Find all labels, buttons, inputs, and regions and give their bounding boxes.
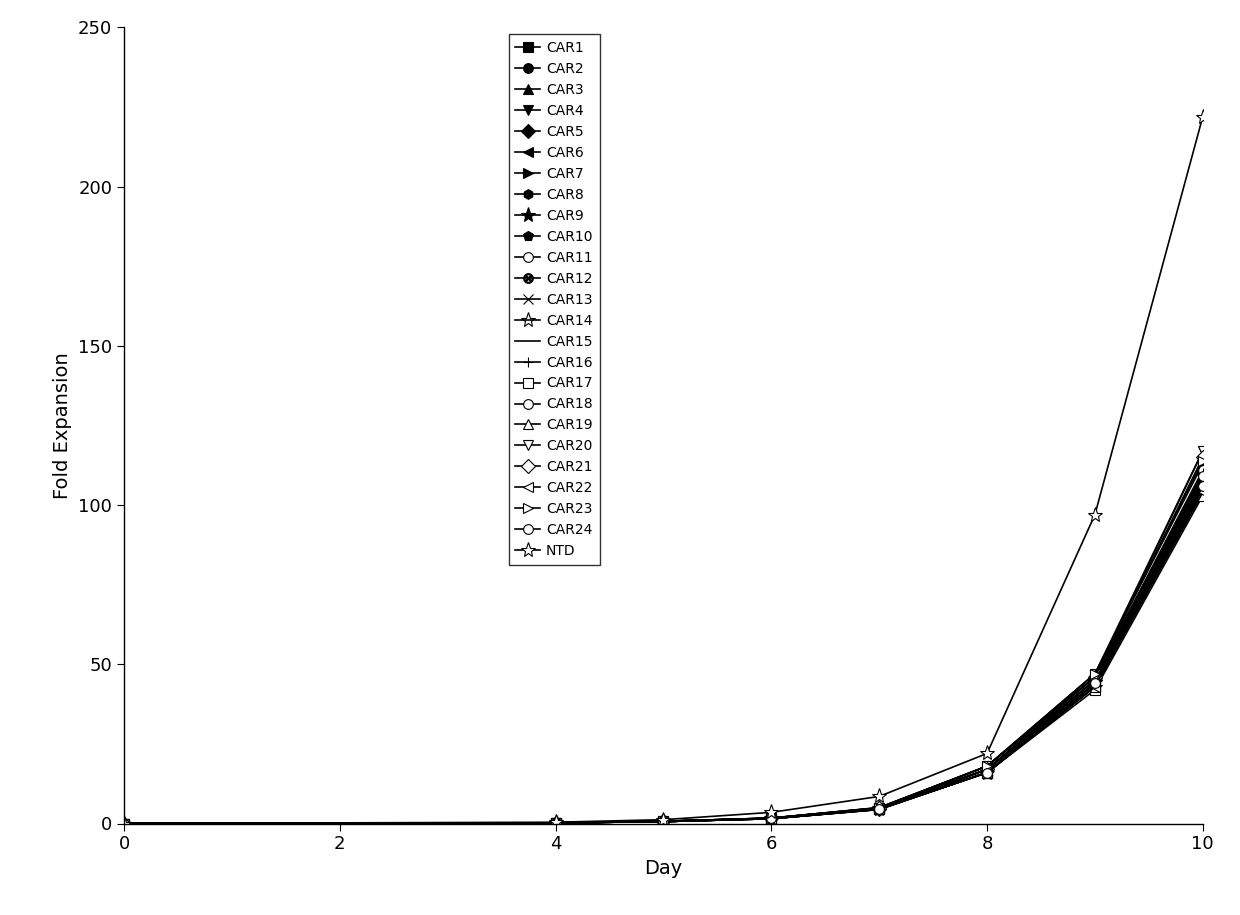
Legend: CAR1, CAR2, CAR3, CAR4, CAR5, CAR6, CAR7, CAR8, CAR9, CAR10, CAR11, CAR12, CAR13: CAR1, CAR2, CAR3, CAR4, CAR5, CAR6, CAR7… — [508, 35, 600, 565]
Y-axis label: Fold Expansion: Fold Expansion — [53, 352, 72, 499]
X-axis label: Day: Day — [645, 859, 682, 877]
